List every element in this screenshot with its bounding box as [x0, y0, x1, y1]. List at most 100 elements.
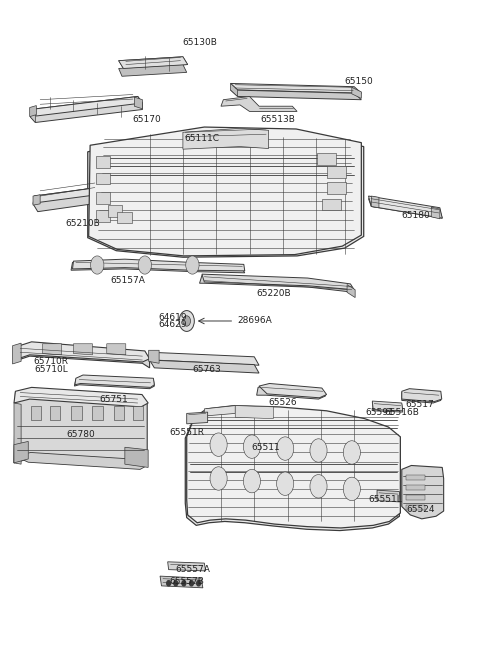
- Text: 28696A: 28696A: [237, 316, 272, 326]
- Polygon shape: [150, 352, 259, 365]
- Polygon shape: [230, 83, 361, 93]
- Circle shape: [343, 477, 360, 500]
- Bar: [317, 153, 336, 165]
- Polygon shape: [134, 97, 143, 109]
- Text: 64629: 64629: [158, 320, 187, 329]
- Polygon shape: [185, 407, 399, 531]
- Polygon shape: [14, 344, 150, 368]
- Bar: [108, 205, 122, 217]
- Circle shape: [243, 435, 261, 458]
- Bar: [71, 405, 82, 420]
- Text: 65170: 65170: [133, 115, 162, 124]
- Bar: [406, 485, 425, 490]
- Polygon shape: [119, 57, 188, 69]
- Polygon shape: [94, 188, 102, 201]
- Circle shape: [183, 316, 191, 326]
- Circle shape: [174, 581, 178, 586]
- Bar: [96, 192, 110, 204]
- Polygon shape: [88, 132, 364, 257]
- Text: 65751: 65751: [99, 394, 128, 403]
- Polygon shape: [372, 196, 379, 208]
- Text: 65710L: 65710L: [34, 365, 68, 373]
- Bar: [31, 405, 41, 420]
- Circle shape: [210, 433, 227, 457]
- Polygon shape: [160, 576, 203, 588]
- Polygon shape: [72, 259, 245, 271]
- Polygon shape: [14, 388, 147, 466]
- Text: 65710R: 65710R: [34, 357, 69, 366]
- Polygon shape: [432, 207, 440, 219]
- Bar: [114, 405, 124, 420]
- Polygon shape: [14, 387, 148, 407]
- Bar: [326, 166, 346, 178]
- Text: 65780: 65780: [66, 430, 95, 440]
- Polygon shape: [150, 360, 259, 373]
- Bar: [406, 504, 425, 510]
- Circle shape: [182, 581, 186, 586]
- Text: 65180: 65180: [402, 211, 431, 220]
- Polygon shape: [347, 284, 355, 297]
- Polygon shape: [149, 350, 159, 364]
- Text: 65557A: 65557A: [175, 565, 210, 574]
- Text: 65220B: 65220B: [256, 288, 290, 297]
- Circle shape: [310, 439, 327, 462]
- Polygon shape: [168, 562, 206, 571]
- Polygon shape: [12, 343, 21, 364]
- Polygon shape: [74, 377, 155, 388]
- Polygon shape: [14, 403, 21, 464]
- Circle shape: [167, 581, 170, 586]
- Polygon shape: [183, 128, 268, 149]
- Circle shape: [310, 475, 327, 498]
- Polygon shape: [187, 405, 400, 528]
- Polygon shape: [125, 447, 148, 468]
- Circle shape: [91, 256, 104, 274]
- Text: 65526: 65526: [268, 398, 297, 407]
- Polygon shape: [230, 83, 238, 96]
- Polygon shape: [352, 87, 361, 98]
- Text: 65551R: 65551R: [169, 428, 204, 438]
- Text: 65551L: 65551L: [368, 495, 402, 504]
- Polygon shape: [402, 388, 442, 402]
- Circle shape: [343, 441, 360, 464]
- Text: 64619: 64619: [158, 312, 187, 322]
- Polygon shape: [14, 441, 28, 463]
- Polygon shape: [15, 453, 147, 470]
- Polygon shape: [33, 195, 40, 205]
- Polygon shape: [235, 405, 273, 419]
- Bar: [406, 495, 425, 500]
- Text: 65130B: 65130B: [182, 38, 217, 47]
- Polygon shape: [200, 276, 354, 292]
- Circle shape: [243, 470, 261, 493]
- Text: 65111C: 65111C: [184, 134, 219, 143]
- Polygon shape: [71, 261, 245, 273]
- Circle shape: [138, 256, 152, 274]
- Polygon shape: [31, 109, 36, 122]
- Polygon shape: [43, 344, 61, 355]
- Polygon shape: [89, 127, 361, 256]
- Circle shape: [276, 472, 294, 495]
- Bar: [322, 198, 341, 210]
- Circle shape: [179, 310, 194, 331]
- Text: 65210B: 65210B: [66, 219, 100, 228]
- Polygon shape: [73, 344, 93, 355]
- Circle shape: [197, 581, 201, 586]
- Bar: [96, 210, 110, 222]
- Polygon shape: [75, 375, 155, 387]
- Text: 65591: 65591: [365, 407, 394, 417]
- Polygon shape: [372, 402, 403, 412]
- Text: 65511: 65511: [252, 443, 280, 452]
- Bar: [93, 405, 103, 420]
- Text: 65513B: 65513B: [261, 115, 296, 124]
- Polygon shape: [402, 466, 444, 519]
- Polygon shape: [402, 390, 441, 403]
- Polygon shape: [14, 342, 150, 362]
- Polygon shape: [187, 412, 208, 424]
- Polygon shape: [33, 187, 102, 212]
- Polygon shape: [30, 105, 36, 117]
- Bar: [49, 405, 60, 420]
- Polygon shape: [202, 274, 354, 290]
- Circle shape: [210, 467, 227, 490]
- Text: 65157A: 65157A: [111, 276, 145, 285]
- Polygon shape: [35, 187, 102, 202]
- Text: 65150: 65150: [345, 77, 373, 86]
